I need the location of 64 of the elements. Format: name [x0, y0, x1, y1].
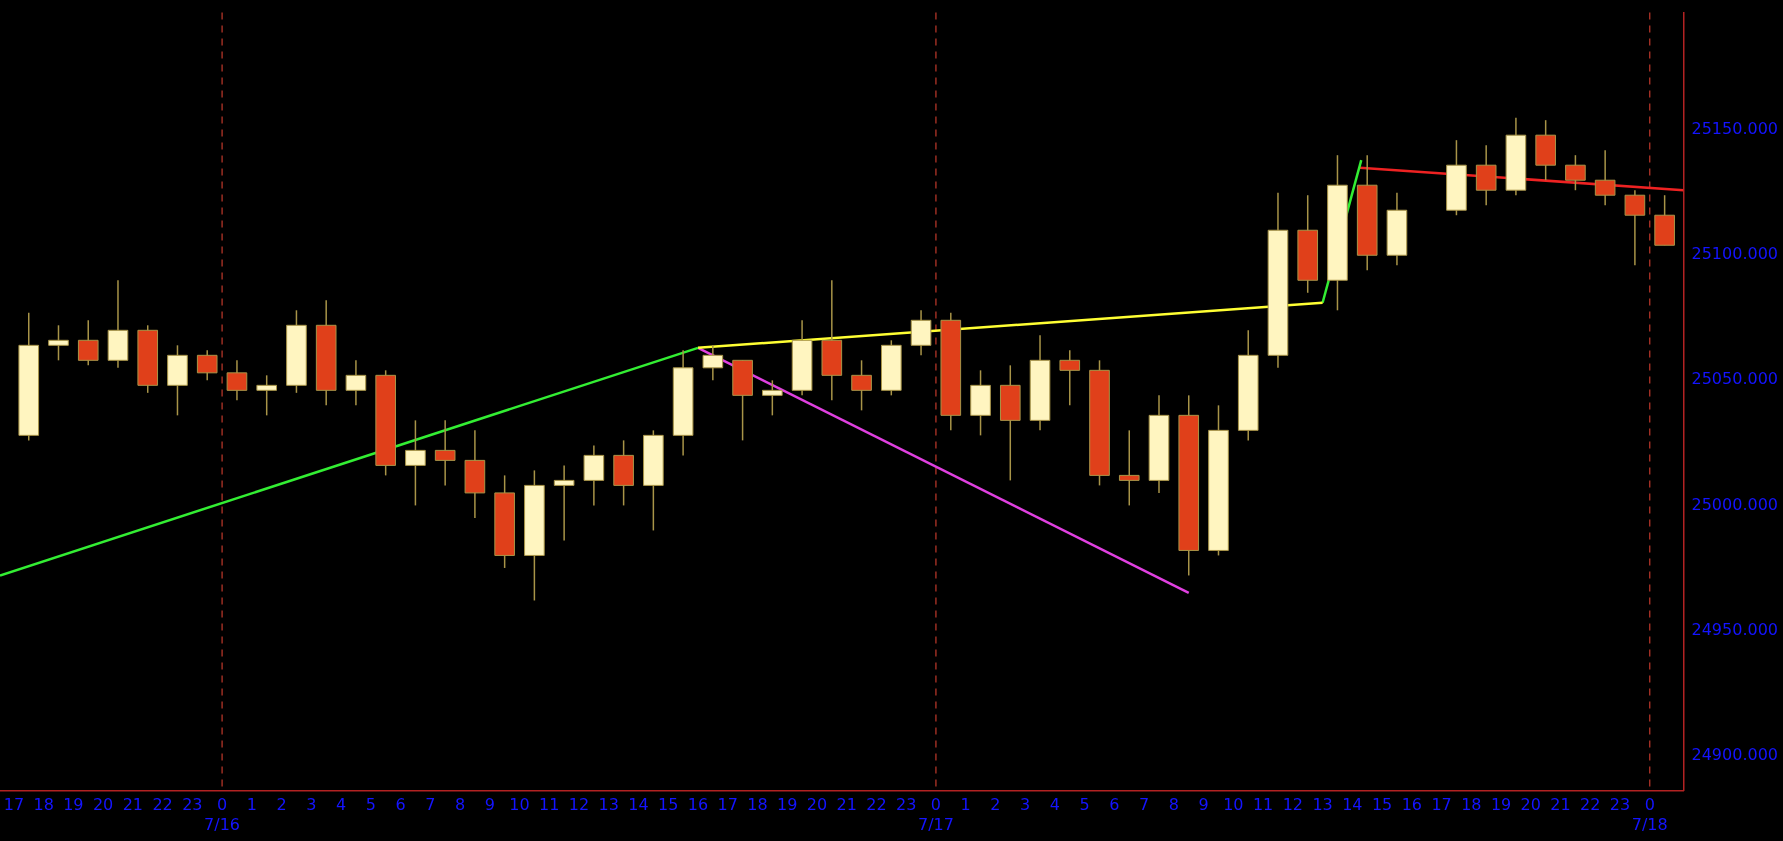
x-tick-label: 4 [335, 795, 347, 815]
x-tick-label: 21 [836, 795, 857, 815]
x-tick-label: 3 [1020, 795, 1031, 815]
y-tick-label: 25150.000 [1691, 119, 1779, 139]
x-tick-label: 0 7/16 [204, 795, 241, 834]
y-tick-label: 24900.000 [1691, 744, 1779, 764]
x-tick-label: 0 7/17 [917, 795, 954, 834]
candlestick [851, 359, 872, 412]
x-tick-label: 2 [990, 795, 1001, 815]
x-tick-label: 8 [1168, 795, 1179, 815]
x-tick-label: 11 [539, 795, 560, 815]
x-tick-label: 18 [1461, 795, 1482, 815]
x-tick-label: 23 [1609, 795, 1631, 815]
x-tick-label: 20 [92, 795, 114, 815]
x-tick-label: 16 [1401, 795, 1422, 815]
x-tick-label: 1 [246, 795, 257, 815]
x-tick-label: 5 [365, 795, 376, 815]
x-tick-label: 23 [182, 795, 203, 815]
y-tick-label: 25100.000 [1691, 244, 1779, 264]
x-tick-label: 14 [1342, 795, 1363, 815]
x-tick-label: 17 [717, 795, 738, 815]
x-tick-label: 20 [806, 795, 828, 815]
y-tick-label: 24950.000 [1691, 619, 1779, 639]
x-tick-label: 7 [425, 795, 436, 815]
x-tick-label: 5 [1079, 795, 1090, 815]
x-tick-label: 1 [960, 795, 971, 815]
x-tick-label: 16 [687, 795, 709, 815]
x-tick-label: 12 [568, 795, 590, 815]
x-tick-label: 22 [1580, 795, 1601, 815]
y-tick-label: 25000.000 [1691, 494, 1779, 514]
x-tick-label: 3 [306, 795, 317, 815]
x-tick-label: 21 [122, 795, 144, 815]
x-tick-label: 9 [1198, 795, 1209, 815]
x-tick-label: 17 [1431, 795, 1452, 815]
x-tick-label: 8 [454, 795, 466, 815]
x-tick-label: 18 [747, 795, 768, 815]
y-tick-label: 25050.000 [1691, 369, 1779, 389]
x-tick-label: 10 [509, 795, 530, 815]
x-tick-label: 23 [896, 795, 917, 815]
x-tick-label: 13 [598, 795, 619, 815]
x-tick-label: 21 [1550, 795, 1571, 815]
x-tick-label: 2 [276, 795, 287, 815]
x-tick-label: 12 [1282, 795, 1304, 815]
candlestick [405, 419, 426, 507]
x-tick-label: 10 [1223, 795, 1244, 815]
x-tick-label: 13 [1312, 795, 1333, 815]
x-tick-label: 4 [1049, 795, 1060, 815]
x-tick-label: 6 [395, 795, 406, 815]
x-tick-label: 22 [866, 795, 887, 815]
x-tick-label: 22 [152, 795, 173, 815]
x-tick-label: 15 [658, 795, 679, 815]
x-tick-label: 19 [777, 795, 798, 815]
x-tick-label: 18 [33, 795, 54, 815]
x-tick-label: 0 7/18 [1631, 795, 1668, 834]
x-tick-label: 9 [484, 795, 495, 815]
x-tick-label: 7 [1139, 795, 1150, 815]
x-tick-label: 6 [1109, 795, 1120, 815]
x-tick-label: 14 [628, 795, 649, 815]
x-tick-label: 15 [1371, 795, 1393, 815]
x-tick-label: 17 [3, 795, 25, 815]
x-tick-label: 20 [1520, 795, 1541, 815]
x-tick-label: 19 [63, 795, 84, 815]
x-tick-label: 11 [1252, 795, 1274, 815]
x-tick-label: 19 [1490, 795, 1512, 815]
